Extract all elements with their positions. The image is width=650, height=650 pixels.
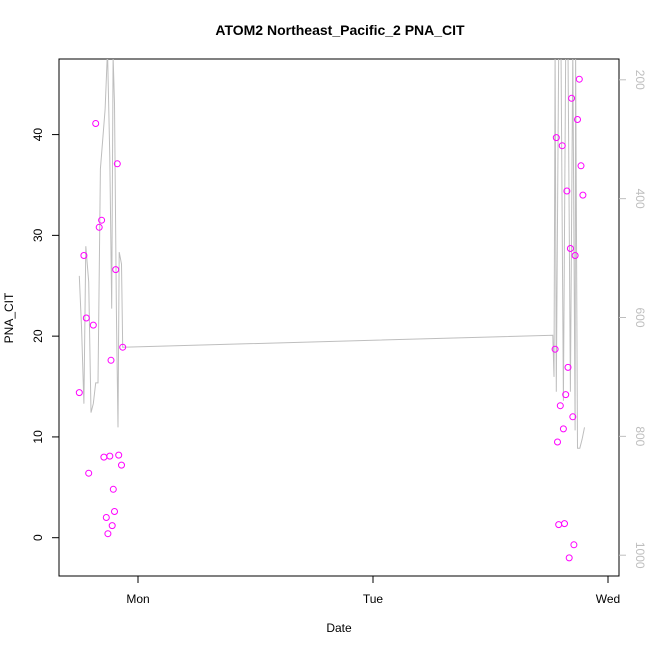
data-point [111, 508, 118, 515]
data-point [579, 191, 587, 199]
x-axis: Mon Tue Wed [126, 576, 620, 606]
data-point [104, 530, 112, 538]
data-point [559, 425, 567, 433]
data-point [551, 345, 559, 353]
data-point [95, 223, 103, 231]
data-point [561, 520, 568, 528]
y2-axis: 200 400 600 800 1000 [619, 70, 647, 569]
data-point [102, 514, 110, 521]
y-tick-label: 30 [31, 228, 45, 242]
data-point [558, 142, 566, 150]
x-axis-label: Date [326, 621, 352, 635]
y-tick-label: 0 [31, 534, 45, 541]
y-tick-label: 40 [31, 128, 45, 142]
y-axis-label: PNA_CIT [2, 292, 16, 343]
data-point [577, 162, 585, 170]
data-point [565, 554, 573, 562]
data-point [569, 413, 577, 421]
data-point [562, 391, 570, 399]
data-point [107, 356, 115, 364]
data-point [109, 485, 117, 493]
data-point [556, 402, 564, 410]
line-series [78, 59, 585, 449]
data-point [563, 187, 571, 195]
data-point [571, 252, 579, 259]
x-tick-label: Tue [363, 592, 384, 606]
data-point [106, 452, 114, 460]
data-point [115, 451, 123, 459]
point-series [75, 75, 587, 562]
data-point [112, 266, 120, 274]
data-point [113, 160, 121, 168]
x-tick-label: Mon [126, 592, 149, 606]
y-axis: 0 10 20 30 40 [31, 128, 59, 541]
data-point [566, 245, 574, 252]
series-line [78, 59, 585, 449]
data-point [568, 94, 576, 102]
y2-tick-label: 400 [633, 189, 647, 209]
data-point [75, 389, 83, 397]
data-point [564, 363, 572, 371]
data-point [82, 314, 90, 322]
data-point [89, 321, 97, 329]
y2-tick-label: 800 [633, 426, 647, 446]
y-tick-label: 20 [31, 329, 45, 343]
data-point [85, 469, 93, 477]
data-point [118, 461, 125, 469]
data-point [92, 120, 100, 127]
x-tick-label: Wed [596, 592, 620, 606]
data-point [119, 343, 127, 351]
data-point [570, 541, 578, 549]
data-point [552, 134, 560, 142]
data-point [98, 216, 106, 224]
data-point [575, 75, 583, 83]
data-point [108, 522, 116, 530]
y2-tick-label: 200 [633, 70, 647, 90]
y-tick-label: 10 [31, 430, 45, 444]
data-point [574, 116, 581, 123]
y2-tick-label: 600 [633, 307, 647, 327]
chart-title: ATOM2 Northeast_Pacific_2 PNA_CIT [215, 22, 465, 38]
data-point [80, 252, 88, 259]
y2-tick-label: 1000 [633, 542, 647, 569]
data-point [554, 438, 561, 446]
